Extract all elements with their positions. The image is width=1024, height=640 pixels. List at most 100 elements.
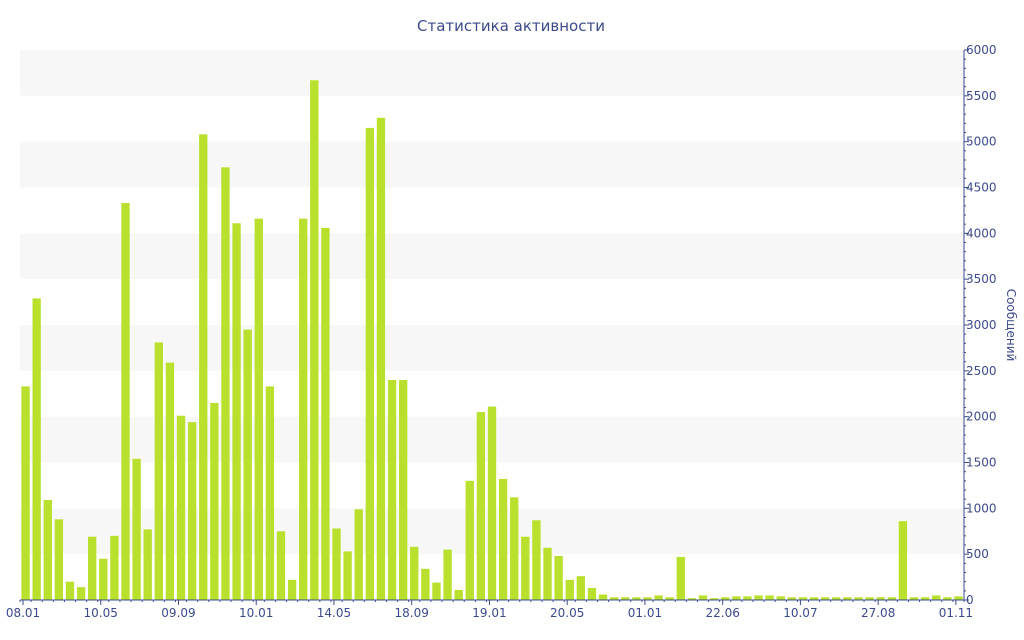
bar bbox=[265, 386, 275, 600]
bar bbox=[498, 479, 508, 600]
bar bbox=[421, 568, 430, 600]
bar bbox=[221, 167, 230, 600]
bar bbox=[88, 536, 97, 600]
y-tick-label: 5500 bbox=[966, 89, 997, 103]
bar bbox=[476, 412, 486, 600]
x-tick-label: 19.01 bbox=[472, 606, 506, 620]
bar bbox=[876, 597, 885, 600]
bar bbox=[54, 519, 64, 600]
y-axis-title: Сообщений bbox=[1004, 289, 1018, 362]
bar bbox=[643, 597, 652, 600]
bar bbox=[954, 596, 963, 600]
bar bbox=[354, 509, 363, 600]
bar bbox=[621, 597, 630, 600]
bar bbox=[299, 218, 308, 601]
bar bbox=[787, 597, 797, 600]
y-tick-label: 2000 bbox=[966, 410, 997, 424]
bar bbox=[143, 529, 152, 600]
bar bbox=[721, 597, 730, 600]
bar bbox=[554, 556, 563, 600]
bar bbox=[332, 528, 341, 600]
bar bbox=[732, 596, 741, 600]
x-tick-label: 01.11 bbox=[939, 606, 973, 620]
x-tick-label: 18.09 bbox=[395, 606, 429, 620]
bar bbox=[687, 598, 697, 600]
x-tick-label: 10.01 bbox=[239, 606, 273, 620]
bar bbox=[132, 458, 141, 600]
y-tick-label: 3000 bbox=[966, 318, 997, 332]
y-tick-label: 1000 bbox=[966, 501, 997, 515]
bar bbox=[343, 551, 352, 600]
bar bbox=[454, 589, 463, 600]
bar bbox=[887, 597, 896, 600]
bar bbox=[432, 582, 441, 600]
y-tick-label: 5000 bbox=[966, 135, 997, 149]
bar bbox=[532, 520, 541, 600]
x-tick-label: 22.06 bbox=[705, 606, 739, 620]
bar bbox=[310, 80, 319, 600]
bar bbox=[99, 558, 108, 600]
x-tick-label: 08.01 bbox=[6, 606, 40, 620]
bar bbox=[632, 597, 641, 600]
bar bbox=[154, 342, 163, 600]
bar bbox=[176, 415, 186, 600]
bar bbox=[387, 380, 397, 600]
bar bbox=[232, 223, 241, 600]
bar bbox=[287, 579, 297, 600]
bar bbox=[521, 536, 530, 600]
bar bbox=[754, 595, 763, 600]
x-tick-label: 01.01 bbox=[628, 606, 662, 620]
y-tick-label: 4000 bbox=[966, 226, 997, 240]
grid-bands bbox=[20, 50, 964, 555]
bar bbox=[821, 597, 830, 600]
bar bbox=[121, 203, 130, 600]
x-tick-label: 09.09 bbox=[161, 606, 195, 620]
bar bbox=[698, 595, 708, 600]
bar bbox=[709, 598, 719, 600]
x-tick-label: 27.08 bbox=[861, 606, 895, 620]
grid-band bbox=[20, 50, 964, 96]
bar bbox=[920, 597, 930, 600]
bar bbox=[654, 595, 663, 600]
bar bbox=[165, 362, 175, 600]
bar bbox=[854, 597, 863, 600]
bar bbox=[565, 579, 574, 600]
bar bbox=[110, 535, 119, 600]
bar bbox=[199, 134, 208, 600]
bar bbox=[610, 597, 619, 600]
bar bbox=[587, 588, 597, 600]
bar bbox=[743, 596, 752, 600]
bar bbox=[398, 380, 408, 600]
bar bbox=[865, 597, 874, 600]
bar bbox=[465, 480, 474, 600]
bar bbox=[543, 547, 552, 600]
bar bbox=[243, 329, 252, 600]
bar bbox=[943, 597, 952, 600]
bar bbox=[410, 546, 419, 600]
bar bbox=[254, 218, 263, 601]
y-tick-label: 500 bbox=[966, 547, 989, 561]
bar bbox=[932, 595, 941, 600]
bar bbox=[21, 386, 30, 600]
y-tick-label: 1500 bbox=[966, 456, 997, 470]
bar-series bbox=[21, 80, 963, 601]
bar bbox=[365, 127, 374, 601]
bar bbox=[43, 500, 52, 600]
x-tick-label: 10.07 bbox=[783, 606, 817, 620]
bar bbox=[765, 595, 774, 600]
bar bbox=[909, 597, 919, 600]
y-tick-label: 2500 bbox=[966, 364, 997, 378]
x-tick-label: 14.05 bbox=[317, 606, 351, 620]
bar bbox=[665, 597, 674, 600]
bar bbox=[843, 597, 852, 600]
bar bbox=[376, 117, 386, 600]
bar bbox=[832, 597, 841, 600]
bar bbox=[276, 531, 286, 600]
x-tick-label: 20.05 bbox=[550, 606, 584, 620]
bar bbox=[510, 497, 519, 600]
bar bbox=[809, 597, 819, 600]
axes: 0 500 1000 1500 2000 2500 3000 3500 4000 4500 5000… bbox=[6, 43, 997, 620]
grid-band bbox=[20, 325, 964, 371]
bar bbox=[598, 594, 608, 600]
